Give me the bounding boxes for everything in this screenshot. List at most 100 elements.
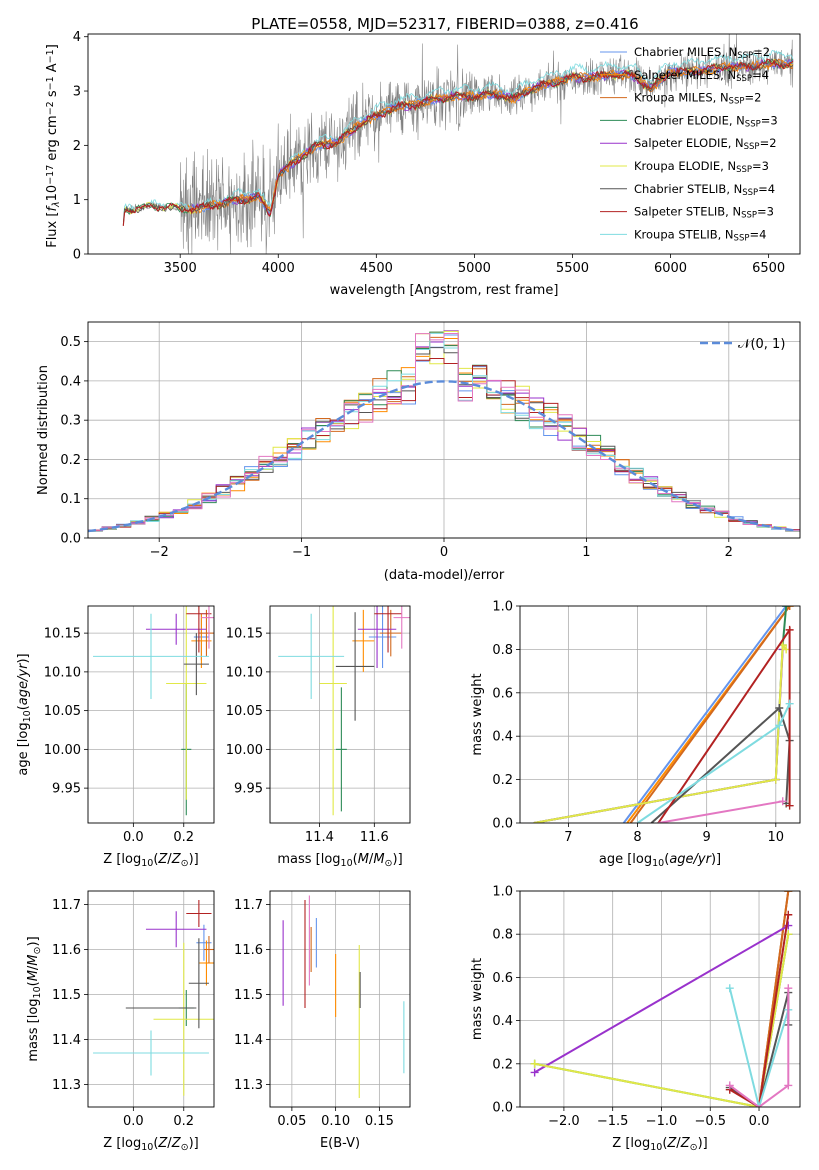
x-tick-label: 0.2: [173, 1114, 194, 1129]
y-tick-label: 0.0: [492, 1101, 513, 1116]
axis-label-part: )]: [393, 852, 403, 867]
weight-line-kroupa_stelib: [728, 987, 790, 1107]
axis-label-part: Z: [171, 1136, 182, 1151]
plot-area-mass_weight_vs_Z: [530, 891, 793, 1107]
axis-label-part: ⊙: [181, 1142, 189, 1153]
x-tick-label: 6500: [752, 261, 785, 276]
weight-marker-kroupa_miles: [785, 606, 794, 610]
plot-area-spectrum: [122, 34, 794, 254]
axis-label-part: Z: [157, 1136, 168, 1151]
axis-label-part: A: [45, 63, 60, 76]
legend-sub: SSP: [737, 51, 753, 61]
legend-item: Chabrier MILES, NSSP=2: [634, 45, 770, 61]
weight-marker-kroupa_stelib: [725, 984, 734, 993]
axis-label-part: )]: [711, 852, 721, 867]
legend-sub: SSP: [741, 211, 757, 221]
axes-frame: [269, 890, 411, 1108]
x-tick-label: 2: [725, 545, 733, 560]
legend-name: Kroupa MILES, N: [634, 91, 729, 105]
axis-label-part: 10: [652, 858, 664, 869]
y-tick-label: 9.95: [234, 782, 263, 797]
y-tick-label: 10.10: [44, 665, 81, 680]
axis-label-part: 10: [141, 858, 153, 869]
x-tick-label: 8: [633, 830, 641, 845]
axis-label: age [log10(age/yr)]: [599, 852, 721, 869]
weight-marker-salpeter_elodie: [530, 1068, 539, 1077]
axis-label-part: (: [26, 981, 41, 986]
y-tick-label: 11.5: [234, 988, 263, 1003]
y-tick-label: 10.00: [226, 743, 263, 758]
y-tick-label: 0.6: [492, 971, 513, 986]
weight-marker-kroupa_stelib: [775, 721, 784, 730]
legend-name: Chabrier MILES, N: [634, 45, 737, 59]
legend-count: =2: [753, 45, 770, 59]
plot-area-mass_vs_Z: [93, 900, 214, 1096]
weight-marker-kroupa_elodie: [530, 1059, 539, 1068]
axis-label-part: M: [373, 852, 384, 867]
axis-label-part: 10: [45, 185, 60, 202]
legend-count: =3: [757, 205, 774, 219]
x-tick-label: 5000: [458, 261, 491, 276]
hist-extra: [88, 333, 800, 532]
y-axis-label: mass weight: [470, 673, 485, 755]
axis-label: mass [log10(M/M⊙)]: [277, 852, 402, 869]
legend-count: =4: [758, 182, 775, 196]
panel-mass_vs_ebv: 0.05 0.10 0.15 11.3 11.4 11.5 11.6 11.7 E(B-V): [234, 890, 411, 1151]
weight-line-extra: [729, 988, 790, 1107]
axis-label-part: Z: [680, 1136, 691, 1151]
plot-area-age_vs_mass: [278, 606, 410, 816]
weight-marker-kroupa_elodie: [771, 775, 780, 784]
plot-area-residuals: [88, 330, 800, 533]
weight-line-salpeter_elodie: [534, 924, 789, 1074]
x-axis-label: (data-model)/error: [384, 568, 505, 583]
x-tick-label: 4500: [360, 261, 393, 276]
y-tick-label: 2: [73, 139, 81, 154]
y-tick-label: 1.0: [492, 885, 513, 900]
legend-item: Salpeter ELODIE, NSSP=2: [634, 136, 777, 152]
weight-marker-kroupa_stelib: [785, 699, 794, 708]
axes-frame: [87, 33, 801, 255]
axis-label-part: mass [log: [26, 998, 41, 1061]
weight-marker-salpeter_stelib: [785, 801, 794, 810]
y-tick-label: 1: [73, 193, 81, 208]
legend-name: Salpeter MILES, N: [634, 68, 736, 82]
y-tick-label: 10.15: [226, 627, 263, 642]
weight-line-extra: [658, 800, 783, 823]
legend-count: =3: [761, 113, 778, 127]
x-tick-label: 0.10: [321, 1114, 350, 1129]
axes-frame: [87, 605, 215, 824]
axis-label-part: (: [16, 705, 31, 710]
y-tick-label: 0.1: [60, 492, 81, 507]
legend-item: Kroupa ELODIE, NSSP=3: [634, 159, 769, 175]
y-tick-label: 11.7: [52, 898, 81, 913]
axis-label-part: /: [676, 1136, 681, 1151]
y-tick-label: 0.0: [60, 532, 81, 547]
x-tick-label: −1: [292, 545, 311, 560]
legend-count: =4: [749, 227, 766, 241]
axis-label-part: (: [664, 852, 669, 867]
axis-label: Z [log10(Z/Z⊙)]: [103, 1136, 198, 1153]
axis-label-part: 10: [22, 710, 33, 722]
x-tick-label: −1.0: [646, 1114, 678, 1129]
hist-chabrier_stelib: [88, 347, 800, 532]
y-tick-label: 11.7: [234, 898, 263, 913]
axes-frame: [519, 605, 801, 824]
legend-count: =2: [760, 136, 777, 150]
weight-marker-salpeter_stelib: [784, 910, 793, 919]
plot-area-mass_weight_vs_age: [533, 606, 794, 823]
axis-label-part: age/yr: [669, 852, 712, 867]
axis-label-part: )]: [26, 936, 41, 946]
axis-label-part: /: [167, 1136, 172, 1151]
model-line-kroupa_stelib: [122, 49, 794, 222]
legend-name: Chabrier ELODIE, N: [634, 113, 745, 127]
x-tick-label: 0.0: [749, 1114, 770, 1129]
legend-count: =3: [752, 159, 769, 173]
x-axis-label: E(B-V): [320, 1136, 360, 1151]
axis-label-part: /: [167, 852, 172, 867]
axis-label-part: M: [358, 852, 369, 867]
y-tick-label: 0.5: [60, 335, 81, 350]
y-tick-label: 0.8: [492, 643, 513, 658]
y-tick-label: 0.2: [492, 1057, 513, 1072]
legend-name: Salpeter ELODIE, N: [634, 136, 744, 150]
